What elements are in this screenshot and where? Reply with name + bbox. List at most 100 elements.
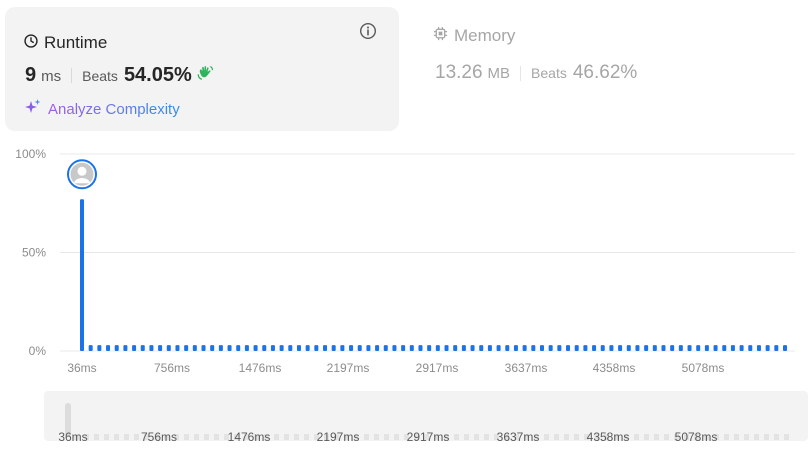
avatar-body — [74, 178, 90, 184]
x-tick-label: 2197ms — [327, 361, 370, 375]
memory-title-text: Memory — [454, 26, 516, 45]
mini-bar — [194, 434, 199, 440]
mini-bar — [784, 434, 789, 440]
mini-bar — [164, 434, 169, 440]
mini-bar — [394, 434, 399, 440]
bar — [366, 345, 371, 351]
bar — [227, 345, 232, 351]
mini-bar — [654, 434, 659, 440]
bar — [687, 345, 692, 351]
bar — [427, 345, 432, 351]
mini-bar — [214, 434, 219, 440]
bar — [288, 345, 293, 351]
bar — [479, 345, 484, 351]
mini-bar — [624, 434, 629, 440]
bar — [774, 345, 779, 351]
range-tick-label: 2197ms — [317, 430, 360, 444]
mini-bar — [444, 434, 449, 440]
bar — [453, 345, 458, 351]
bar — [262, 345, 267, 351]
bar — [600, 345, 605, 351]
memory-tab[interactable]: Memory — [433, 26, 515, 46]
bar — [566, 345, 571, 351]
info-icon[interactable] — [359, 22, 377, 40]
range-tick-label: 36ms — [58, 430, 87, 444]
mini-bar — [384, 434, 389, 440]
bar — [435, 345, 440, 351]
bar — [201, 345, 206, 351]
runtime-beats-label: Beats — [82, 68, 118, 84]
mini-bar — [264, 434, 269, 440]
mini-bar — [764, 434, 769, 440]
bar — [609, 345, 614, 351]
runtime-card[interactable]: Runtime 9 ms Beats 54.05% Analyze — [5, 7, 399, 131]
mini-bar — [124, 434, 129, 440]
mini-bar — [684, 434, 689, 440]
mini-bar — [254, 434, 259, 440]
mini-bar — [364, 434, 369, 440]
bar — [505, 345, 510, 351]
mini-bar — [304, 434, 309, 440]
range-tick-label: 3637ms — [497, 430, 540, 444]
range-slider-track[interactable]: 36ms 756ms 1476ms 2197ms 2917ms 3637ms 4358ms 5… — [44, 391, 808, 444]
bar — [644, 345, 649, 351]
mini-bar — [634, 434, 639, 440]
range-slider[interactable]: 36ms 756ms 1476ms 2197ms 2917ms 3637ms 4358ms 5… — [44, 391, 808, 444]
mini-bar — [464, 434, 469, 440]
bar — [323, 345, 328, 351]
mini-bar — [374, 434, 379, 440]
x-tick-label: 756ms — [154, 361, 190, 375]
mini-bar — [354, 434, 359, 440]
bar — [513, 345, 518, 351]
mini-bar — [404, 434, 409, 440]
mini-bar — [604, 434, 609, 440]
range-handle-left[interactable] — [65, 403, 71, 437]
mini-bar — [544, 434, 549, 440]
runtime-title: Runtime — [24, 33, 107, 53]
range-tick-label: 4358ms — [587, 430, 630, 444]
bar — [678, 345, 683, 351]
bar — [114, 345, 119, 351]
clock-icon — [24, 33, 38, 53]
bar — [88, 345, 93, 351]
mini-bar — [474, 434, 479, 440]
mini-bar — [614, 434, 619, 440]
mini-bar — [294, 434, 299, 440]
mini-bar — [84, 434, 89, 440]
bar — [80, 199, 84, 351]
bar — [739, 345, 744, 351]
bar — [340, 345, 345, 351]
bar — [132, 345, 137, 351]
mini-bar — [114, 434, 119, 440]
mini-bar — [74, 434, 79, 440]
runtime-unit: ms — [41, 68, 62, 85]
mini-bar — [344, 434, 349, 440]
runtime-stats: 9 ms Beats 54.05% — [25, 64, 214, 87]
x-tick-label: 36ms — [67, 361, 96, 375]
bar — [487, 345, 492, 351]
memory-stats-divider — [520, 65, 522, 81]
mini-bar — [574, 434, 579, 440]
bar — [704, 345, 709, 351]
bar — [470, 345, 475, 351]
bar — [236, 345, 241, 351]
mini-bar — [134, 434, 139, 440]
x-tick-label: 2917ms — [416, 361, 459, 375]
mini-bar — [184, 434, 189, 440]
analyze-complexity-link[interactable]: Analyze Complexity — [24, 98, 180, 120]
bar — [192, 345, 197, 351]
mini-bar — [484, 434, 489, 440]
bar — [522, 345, 527, 351]
bar — [218, 345, 223, 351]
y-tick-label: 100% — [15, 147, 46, 161]
bar — [661, 345, 666, 351]
mini-bar — [714, 434, 719, 440]
bar — [357, 345, 362, 351]
x-tick-label: 5078ms — [682, 361, 725, 375]
runtime-value: 9 — [25, 64, 37, 86]
memory-stats: 13.26 MB Beats 46.62% — [435, 62, 637, 84]
bar — [748, 345, 753, 351]
mini-bar — [274, 434, 279, 440]
runtime-title-text: Runtime — [44, 33, 108, 52]
mini-bar — [204, 434, 209, 440]
